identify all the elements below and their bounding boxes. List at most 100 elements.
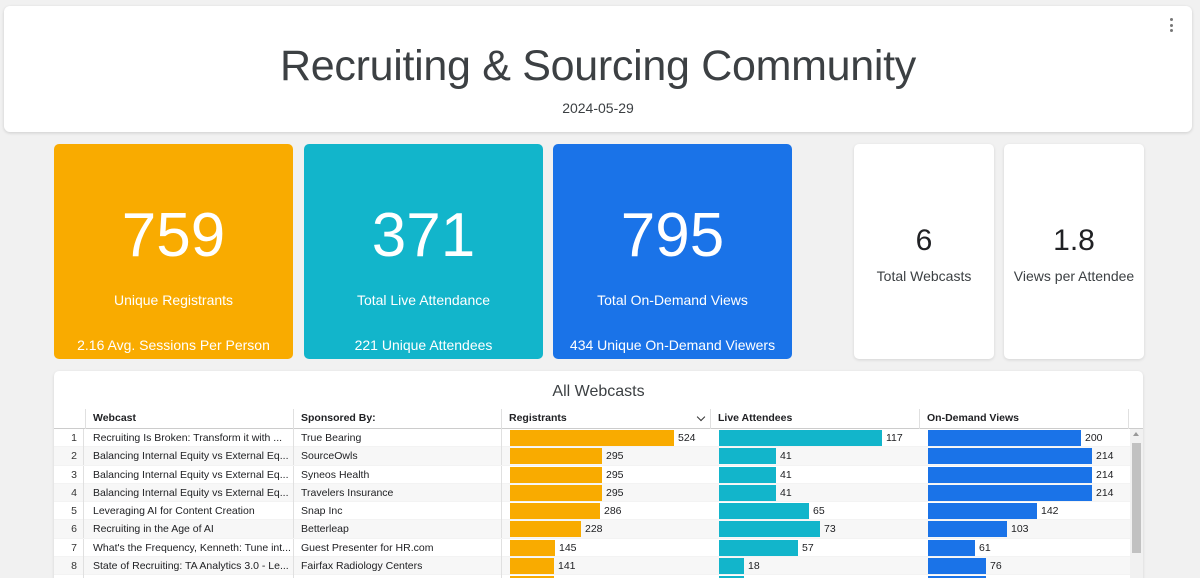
live-bar — [719, 576, 744, 578]
registrants-value: 295 — [606, 468, 624, 481]
webcast-cell: What's the Frequency, Kenneth: Tune int.… — [86, 538, 294, 557]
header-live-attendees[interactable]: Live Attendees — [711, 409, 920, 429]
live-bar — [719, 466, 776, 483]
kpi-label: Unique Registrants — [113, 292, 234, 308]
table-row[interactable]: 2 Balancing Internal Equity vs External E… — [54, 447, 1130, 466]
registrants-cell: 524 — [502, 429, 711, 447]
sponsor-cell: Travelers Insurance — [294, 483, 502, 502]
live-cell: 41 — [711, 484, 920, 502]
kpi-label: Total On-Demand Views — [597, 292, 748, 308]
ondemand-bar — [928, 503, 1037, 520]
ondemand-value: 61 — [979, 541, 991, 554]
live-value: 41 — [780, 486, 792, 499]
table-row[interactable]: 6 Recruiting in the Age of AI Betterleap 22… — [54, 520, 1130, 539]
sponsor-cell: Betterleap — [294, 520, 502, 539]
registrants-cell: 295 — [502, 484, 711, 502]
mini-label: Total Webcasts — [876, 268, 972, 284]
registrants-cell: 295 — [502, 466, 711, 484]
scroll-thumb[interactable] — [1132, 443, 1141, 553]
row-index: 1 — [54, 429, 84, 447]
live-cell: 41 — [711, 447, 920, 465]
registrants-cell: 141 — [502, 575, 711, 578]
sort-desc-icon[interactable] — [696, 412, 706, 422]
row-index: 4 — [54, 483, 84, 502]
kpi-total-on-demand-views: 795 Total On-Demand Views 434 Unique On-… — [553, 144, 792, 359]
row-index: 6 — [54, 520, 84, 539]
more-vert-icon[interactable] — [1164, 18, 1178, 32]
table-row[interactable]: 4 Balancing Internal Equity vs External E… — [54, 483, 1130, 503]
row-index: 8 — [54, 557, 84, 576]
kpi-value: 759 — [121, 201, 226, 270]
sponsor-cell: Fairfax Radiology Centers — [294, 557, 502, 576]
header-webcast[interactable]: Webcast — [86, 409, 294, 429]
ondemand-value: 200 — [1085, 432, 1103, 444]
scroll-up-icon[interactable] — [1133, 432, 1139, 436]
ondemand-value: 142 — [1041, 505, 1059, 518]
row-index: 5 — [54, 502, 84, 521]
row-index: 3 — [54, 465, 84, 484]
live-cell: 18 — [711, 575, 920, 578]
registrants-value: 286 — [604, 505, 622, 518]
header-sponsor[interactable]: Sponsored By: — [294, 409, 502, 429]
webcast-cell: Recruiting Is Broken: Transform it with … — [86, 429, 294, 447]
webcast-cell — [86, 575, 294, 578]
page-title: Recruiting & Sourcing Community — [280, 42, 916, 90]
webcast-cell: Balancing Internal Equity vs External Eq… — [86, 483, 294, 502]
table-header: Webcast Sponsored By: Registrants Live A… — [54, 409, 1143, 429]
registrants-bar — [510, 539, 555, 556]
row-index: 2 — [54, 447, 84, 466]
header-index — [54, 409, 86, 429]
registrants-bar — [510, 466, 602, 483]
live-value: 65 — [813, 505, 825, 518]
sponsor-cell: True Bearing — [294, 429, 502, 447]
live-value: 57 — [802, 541, 814, 554]
ondemand-bar — [928, 448, 1092, 465]
registrants-bar — [510, 576, 554, 578]
kpi-value: 371 — [371, 201, 476, 270]
table-row[interactable]: 8 State of Recruiting: TA Analytics 3.0 -… — [54, 557, 1130, 576]
table-scrollbar[interactable] — [1130, 429, 1143, 578]
kpi-subtext: 2.16 Avg. Sessions Per Person — [77, 337, 270, 353]
header-on-demand-views[interactable]: On-Demand Views — [920, 409, 1129, 429]
table-row[interactable]: 7 What's the Frequency, Kenneth: Tune int… — [54, 538, 1130, 558]
table-row[interactable]: 5 Leveraging AI for Content Creation Snap … — [54, 502, 1130, 521]
table-row[interactable]: 3 Balancing Internal Equity vs External E… — [54, 465, 1130, 484]
live-value: 41 — [780, 468, 792, 481]
registrants-bar — [510, 448, 602, 465]
registrants-bar — [510, 430, 674, 446]
live-bar — [719, 521, 820, 538]
webcast-cell: Leveraging AI for Content Creation — [86, 502, 294, 521]
registrants-bar — [510, 484, 602, 501]
ondemand-cell: 214 — [920, 466, 1129, 484]
mini-value: 1.8 — [1053, 224, 1095, 257]
ondemand-value: 103 — [1011, 523, 1029, 536]
kpi-subtext: 221 Unique Attendees — [354, 337, 493, 353]
ondemand-bar — [928, 430, 1081, 446]
live-bar — [719, 503, 809, 520]
table-row[interactable]: 1 Recruiting Is Broken: Transform it with… — [54, 429, 1130, 448]
registrants-bar — [510, 503, 600, 520]
header-registrants[interactable]: Registrants — [502, 409, 711, 429]
webcast-cell: State of Recruiting: TA Analytics 3.0 - … — [86, 557, 294, 576]
registrants-value: 145 — [559, 541, 577, 554]
mini-views-per-attendee: 1.8 Views per Attendee — [1004, 144, 1144, 359]
registrants-bar — [510, 558, 554, 575]
registrants-cell: 295 — [502, 447, 711, 465]
sponsor-cell — [294, 575, 502, 578]
mini-value: 6 — [915, 224, 933, 257]
live-bar — [719, 484, 776, 501]
header-registrants-label: Registrants — [509, 412, 567, 424]
table-title: All Webcasts — [552, 383, 645, 400]
registrants-cell: 145 — [502, 539, 711, 557]
sponsor-cell: Syneos Health — [294, 465, 502, 484]
registrants-value: 524 — [678, 432, 696, 444]
ondemand-bar — [928, 576, 986, 578]
ondemand-value: 76 — [990, 560, 1002, 573]
mini-label: Views per Attendee — [1013, 268, 1135, 284]
sponsor-cell: Guest Presenter for HR.com — [294, 538, 502, 557]
registrants-cell: 286 — [502, 502, 711, 520]
registrants-value: 228 — [585, 523, 603, 536]
ondemand-value: 214 — [1096, 450, 1114, 463]
header-card: Recruiting & Sourcing Community 2024-05-… — [4, 6, 1192, 132]
